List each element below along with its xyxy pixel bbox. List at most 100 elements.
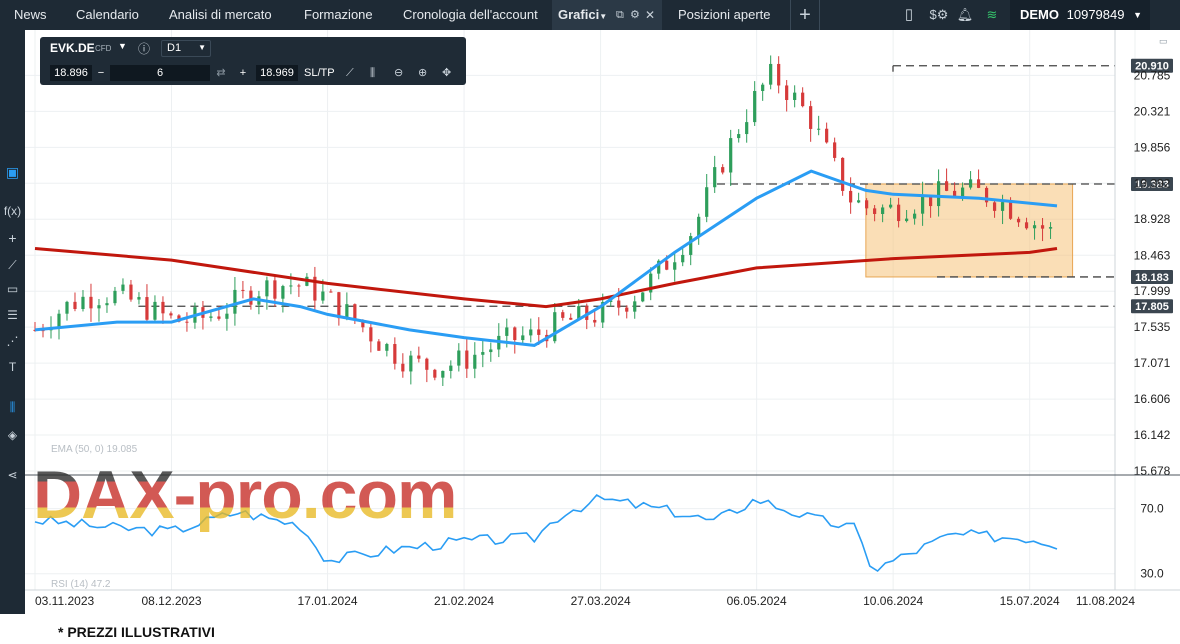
price-chart[interactable]: 20.910 19.383 18.183 17.805 70.0 30.0 03.11.… — [25, 30, 1180, 614]
timeframe-select[interactable]: D1 ▼ — [161, 40, 211, 57]
candle-body — [369, 327, 373, 342]
sma-200-line[interactable] — [34, 247, 1058, 309]
candle-body — [537, 329, 541, 335]
candle-body — [976, 179, 981, 188]
tab-calendario[interactable]: Calendario — [76, 7, 139, 22]
candle-body — [761, 84, 765, 91]
tab-posizioni-aperte[interactable]: Posizioni aperte — [678, 7, 771, 22]
line-chart-icon[interactable]: ⟋ — [346, 67, 354, 79]
zoom-in-icon[interactable]: ⊕ — [418, 67, 428, 79]
candle-body — [361, 320, 365, 328]
candle-body — [297, 285, 301, 287]
candle-body — [321, 291, 325, 301]
x-tick-label: 06.05.2024 — [727, 594, 787, 608]
price-level-label: 17.805 — [1135, 301, 1169, 313]
candle-body — [65, 301, 69, 314]
candle-body — [873, 208, 877, 214]
candle-body — [713, 167, 717, 188]
symbol-name[interactable]: EVK.DE — [50, 41, 95, 55]
currency-settings-icon[interactable]: $⚙ — [929, 7, 949, 22]
chevron-down-icon: ▼ — [198, 43, 206, 52]
candle-body — [241, 289, 245, 291]
tab-formazione[interactable]: Formazione — [304, 7, 373, 22]
candle-body — [865, 200, 869, 209]
price-level-badge — [1131, 269, 1173, 284]
consolidation-range-box[interactable] — [865, 183, 1074, 278]
drawing-tools-sidebar: ▣ f(x) + ⟋ ▭ ☰ ⋰ T ⫼ ◈ ⋖ — [0, 30, 25, 614]
candle-body — [905, 218, 909, 222]
price-level-badge — [1131, 177, 1173, 192]
candle-body — [377, 341, 381, 351]
layout-icon[interactable]: ▯ — [904, 6, 914, 23]
indicators-icon[interactable]: ⫼ — [9, 400, 16, 414]
candle-body — [745, 122, 749, 135]
disclaimer-text: * PREZZI ILLUSTRATIVI — [58, 624, 215, 640]
rsi-line[interactable] — [34, 493, 1058, 573]
candlesticks — [33, 55, 1053, 387]
y-tick-label: 19.856 — [1134, 140, 1171, 154]
candle-body — [881, 207, 885, 214]
minus-button[interactable]: − — [97, 67, 105, 79]
candle-body — [353, 304, 357, 321]
candle-body — [889, 204, 893, 208]
settings-icon[interactable]: ⚙ — [630, 9, 640, 21]
candle-body — [657, 260, 661, 274]
candle-body — [457, 350, 461, 366]
bell-icon[interactable]: 🔔︎ — [956, 7, 974, 22]
chart-type-icon[interactable]: ▣ — [5, 164, 20, 180]
candle-chart-icon[interactable]: ⫼ — [370, 67, 376, 79]
candle-body — [689, 236, 693, 255]
fibonacci-icon[interactable]: ☰ — [7, 308, 18, 322]
account-selector[interactable]: DEMO 10979849 ▼ — [1010, 0, 1150, 30]
sell-price-button[interactable]: 18.896 — [50, 65, 92, 81]
candle-body — [913, 213, 917, 219]
candle-body — [849, 190, 853, 203]
zoom-out-icon[interactable]: ⊖ — [394, 67, 404, 79]
swap-icon[interactable]: ⇄ — [216, 67, 226, 79]
chevron-down-icon[interactable]: ▼ — [118, 41, 127, 51]
candle-body — [169, 313, 173, 316]
sltp-button[interactable]: SL/TP — [304, 67, 335, 79]
tab-cronologia-account[interactable]: Cronologia dell'account — [403, 7, 538, 22]
trendline-icon[interactable]: ⟋ — [8, 258, 17, 272]
buy-price-button[interactable]: 18.969 — [256, 65, 298, 81]
tab-grafici-label: Grafici — [558, 7, 600, 22]
minimize-icon[interactable]: ▭ — [1159, 36, 1168, 46]
popout-icon[interactable]: ⧉ — [616, 9, 624, 21]
chart-panel[interactable]: 20.910 19.383 18.183 17.805 70.0 30.0 03.11.… — [25, 30, 1180, 614]
quantity-input[interactable]: 6 — [110, 65, 210, 81]
ema-50-line[interactable] — [34, 169, 1058, 347]
function-icon[interactable]: f(x) — [3, 204, 22, 218]
crosshair-icon[interactable]: + — [8, 230, 17, 246]
candle-body — [984, 187, 989, 203]
candle-body — [577, 306, 581, 320]
candle-body — [513, 327, 517, 341]
tab-news[interactable]: News — [14, 7, 47, 22]
add-tab-button[interactable]: + — [790, 0, 820, 30]
info-icon[interactable]: ⓘ — [138, 42, 151, 56]
candle-body — [521, 335, 525, 341]
tab-grafici[interactable]: Grafici▼ ⧉ ⚙ ✕ — [552, 0, 662, 30]
rectangle-icon[interactable]: ▭ — [6, 282, 19, 296]
candle-body — [936, 181, 941, 207]
chevron-down-icon: ▼ — [1133, 10, 1142, 20]
candle-body — [992, 202, 997, 211]
y-tick-label: 18.463 — [1134, 248, 1171, 262]
rsi-indicator-label[interactable]: RSI (14) 47.2 — [51, 579, 111, 590]
move-icon[interactable]: ✥ — [442, 67, 452, 79]
rsi-tick-label: 30.0 — [1140, 567, 1164, 581]
candle-body — [313, 276, 317, 301]
candle-body — [944, 181, 949, 191]
share-icon[interactable]: ⋖ — [7, 468, 18, 482]
plus-button[interactable]: + — [239, 67, 247, 79]
candle-body — [769, 63, 773, 85]
candle-body — [161, 301, 165, 314]
ema-indicator-label[interactable]: EMA (50, 0) 19.085 — [51, 444, 138, 455]
candle-body — [393, 344, 397, 364]
layers-icon[interactable]: ◈ — [7, 428, 18, 442]
pitchfork-icon[interactable]: ⋰ — [6, 334, 19, 348]
tab-analisi-di-mercato[interactable]: Analisi di mercato — [169, 7, 272, 22]
close-icon[interactable]: ✕ — [645, 8, 656, 22]
candle-body — [569, 317, 573, 320]
text-tool-icon[interactable]: T — [8, 360, 17, 374]
